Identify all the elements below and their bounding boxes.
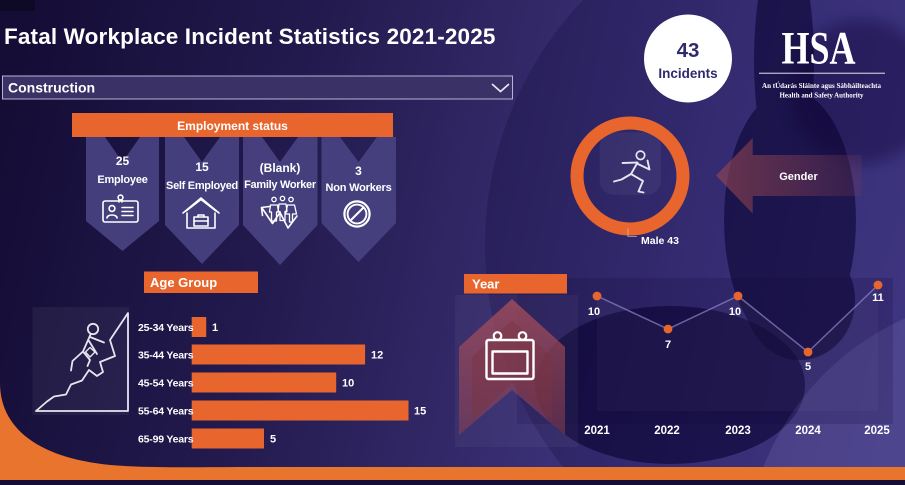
- svg-text:7: 7: [665, 339, 671, 351]
- svg-text:43: 43: [677, 39, 700, 62]
- svg-text:25-34 Years: 25-34 Years: [138, 322, 194, 334]
- svg-text:HSA: HSA: [782, 23, 856, 75]
- svg-text:Gender: Gender: [779, 171, 818, 183]
- svg-text:10: 10: [588, 306, 600, 318]
- svg-text:55-64 Years: 55-64 Years: [138, 406, 194, 418]
- svg-text:Self Employed: Self Employed: [166, 180, 238, 192]
- svg-text:Incidents: Incidents: [658, 66, 717, 81]
- svg-text:Employee: Employee: [97, 174, 147, 186]
- svg-text:Male 43: Male 43: [641, 235, 679, 247]
- svg-text:2025: 2025: [864, 425, 890, 437]
- svg-text:Age Group: Age Group: [150, 275, 217, 290]
- svg-text:Fatal Workplace Incident Stati: Fatal Workplace Incident Statistics 2021…: [4, 24, 496, 49]
- svg-text:Employment status: Employment status: [177, 119, 288, 133]
- svg-text:2024: 2024: [795, 425, 821, 437]
- svg-text:(Blank): (Blank): [260, 161, 301, 175]
- svg-text:5: 5: [805, 361, 811, 373]
- svg-text:3: 3: [355, 164, 362, 178]
- svg-text:45-54 Years: 45-54 Years: [138, 378, 194, 390]
- svg-text:15: 15: [414, 406, 426, 418]
- svg-text:25: 25: [116, 154, 130, 168]
- svg-text:10: 10: [342, 378, 354, 390]
- svg-text:12: 12: [371, 350, 383, 362]
- svg-text:10: 10: [729, 306, 741, 318]
- svg-text:Construction: Construction: [8, 80, 95, 96]
- svg-text:2021: 2021: [584, 425, 610, 437]
- svg-text:Non Workers: Non Workers: [325, 182, 391, 194]
- svg-text:Health and Safety Authority: Health and Safety Authority: [780, 91, 864, 100]
- svg-text:1: 1: [212, 322, 218, 334]
- svg-text:15: 15: [195, 160, 209, 174]
- svg-text:5: 5: [270, 434, 276, 446]
- svg-text:2023: 2023: [725, 425, 751, 437]
- svg-text:2022: 2022: [654, 425, 680, 437]
- svg-text:35-44 Years: 35-44 Years: [138, 350, 194, 362]
- svg-text:11: 11: [872, 292, 884, 304]
- svg-text:65-99 Years: 65-99 Years: [138, 434, 194, 446]
- svg-text:An tÚdarás Sláinte agus Sábhái: An tÚdarás Sláinte agus Sábháilteachta: [762, 80, 881, 90]
- svg-text:Year: Year: [472, 277, 499, 292]
- svg-text:Family Worker: Family Worker: [244, 179, 317, 191]
